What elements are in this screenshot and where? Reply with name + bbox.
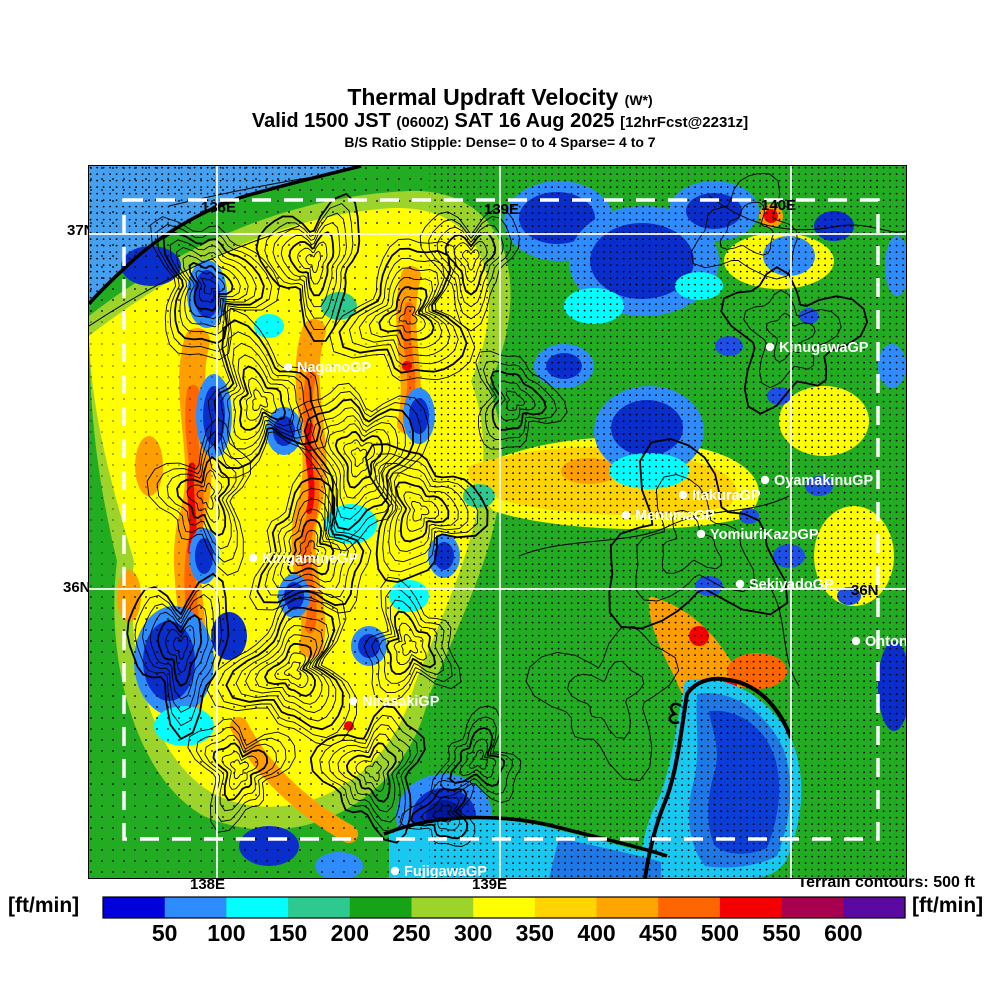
- colorbar-segment: [288, 897, 351, 918]
- colorbar-tick: 200: [331, 920, 369, 946]
- valid-time: Valid 1500 JST: [251, 110, 391, 133]
- site-dot-icon: [760, 475, 770, 485]
- grid-label-140E: 140E: [761, 197, 796, 214]
- colorbar-segment: [103, 897, 166, 918]
- page-title: Thermal Updraft Velocity (W*): [0, 84, 1000, 110]
- lon-label-138E-bottom: 138E: [190, 876, 226, 893]
- colorbar-segment: [781, 897, 844, 918]
- forecast-map: 138E 139E 140E 36N NaganoGP KinugawaGP Oyamak…: [88, 165, 907, 879]
- colorbar-unit-right: [ft/min]: [912, 894, 984, 917]
- valid-date: SAT 16 Aug 2025: [454, 110, 615, 133]
- site-label-NirasakiGP: NirasakiGP: [362, 694, 440, 710]
- site-dot-icon: [621, 510, 631, 520]
- colorbar-segment: [164, 897, 227, 918]
- site-label-FujigawaGP: FujigawaGP: [404, 864, 487, 878]
- colorbar-tick: 450: [639, 920, 677, 946]
- site-dot-icon: [696, 529, 706, 539]
- latlon-grid-lines: [89, 166, 906, 878]
- site-dot-icon: [248, 553, 258, 563]
- title-block: Thermal Updraft Velocity (W*) Valid 1500…: [0, 84, 1000, 151]
- valid-line: Valid 1500 JST (0600Z) SAT 16 Aug 2025 […: [0, 110, 1000, 133]
- site-label-KirigamineGP: KirigamineGP: [262, 551, 358, 567]
- colorbar-segment: [658, 897, 721, 918]
- coastline: [89, 166, 793, 878]
- site-label-YomiuriKazoGP: YomiuriKazoGP: [710, 527, 819, 543]
- colorbar-frame: [102, 896, 906, 919]
- colorbar-segment: [473, 897, 536, 918]
- site-dot-icon: [765, 342, 775, 352]
- terrain-contours: [126, 172, 869, 847]
- site-label-OyamakinuGP: OyamakinuGP: [774, 473, 873, 489]
- site-label-SekiyadoGP: SekiyadoGP: [749, 577, 834, 593]
- colorbar-tick: 550: [762, 920, 800, 946]
- colorbar-tick: 400: [577, 920, 615, 946]
- colorbar-unit-left: [ft/min]: [8, 894, 80, 917]
- colorbar-tick: 250: [392, 920, 430, 946]
- site-label-OhtoneGP: OhtoneGP: [865, 634, 906, 650]
- grid-label-36N: 36N: [851, 582, 879, 599]
- colorbar-tick: 350: [516, 920, 554, 946]
- colorbar-segment: [226, 897, 289, 918]
- colorbar-segment: [411, 897, 474, 918]
- lat-label-36N-left: 36N: [63, 579, 91, 596]
- colorbar-segment: [534, 897, 598, 918]
- colorbar-tick: 300: [454, 920, 492, 946]
- site-label-KinugawaGP: KinugawaGP: [779, 340, 869, 356]
- site-label-MenumaGP: MenumaGP: [635, 508, 715, 524]
- site-dot-icon: [851, 636, 861, 646]
- colorbar-segment: [349, 897, 413, 918]
- site-dot-icon: [678, 490, 688, 500]
- colorbar-tick: 600: [824, 920, 862, 946]
- title-units-note: (W*): [624, 92, 653, 108]
- forecast-run: [12hrFcst@2231z]: [620, 114, 749, 132]
- colorbar-tick: 150: [269, 920, 307, 946]
- grid-labels: 138E 139E 140E 36N: [201, 197, 879, 599]
- lat-label-37N: 37N: [67, 222, 95, 239]
- site-dot-icon: [348, 696, 358, 706]
- colorbar-tick: 100: [207, 920, 245, 946]
- site-label-NaganoGP: NaganoGP: [297, 360, 371, 376]
- site-dot-icon: [735, 579, 745, 589]
- colorbar-tick: 500: [701, 920, 739, 946]
- lon-label-139E-bottom: 139E: [472, 876, 508, 893]
- stipple-note: B/S Ratio Stipple: Dense= 0 to 4 Sparse=…: [344, 134, 656, 151]
- colorbar-segment: [843, 897, 906, 918]
- title-main: Thermal Updraft Velocity: [347, 84, 619, 110]
- grid-label-138E: 138E: [201, 199, 236, 216]
- inner-domain-dashed-boundary: [122, 198, 880, 841]
- site-dot-icon: [283, 362, 293, 372]
- colorbar-segment: [719, 897, 783, 918]
- map-svg: 138E 139E 140E 36N NaganoGP KinugawaGP Oyamak…: [89, 166, 906, 878]
- colorbar-segment: [596, 897, 659, 918]
- grid-label-139E: 139E: [484, 201, 519, 218]
- colorbar: 50 100 150 200 250 300 350 400 450 500 550 600: [102, 896, 906, 946]
- site-label-ItakuraGP: ItakuraGP: [692, 488, 761, 504]
- valid-zulu: (0600Z): [396, 114, 449, 132]
- site-markers: NaganoGP KinugawaGP OyamakinuGP ItakuraGP Me…: [248, 340, 906, 878]
- site-dot-icon: [390, 866, 400, 876]
- plains-contours: [89, 175, 906, 687]
- colorbar-tick: 50: [152, 920, 178, 946]
